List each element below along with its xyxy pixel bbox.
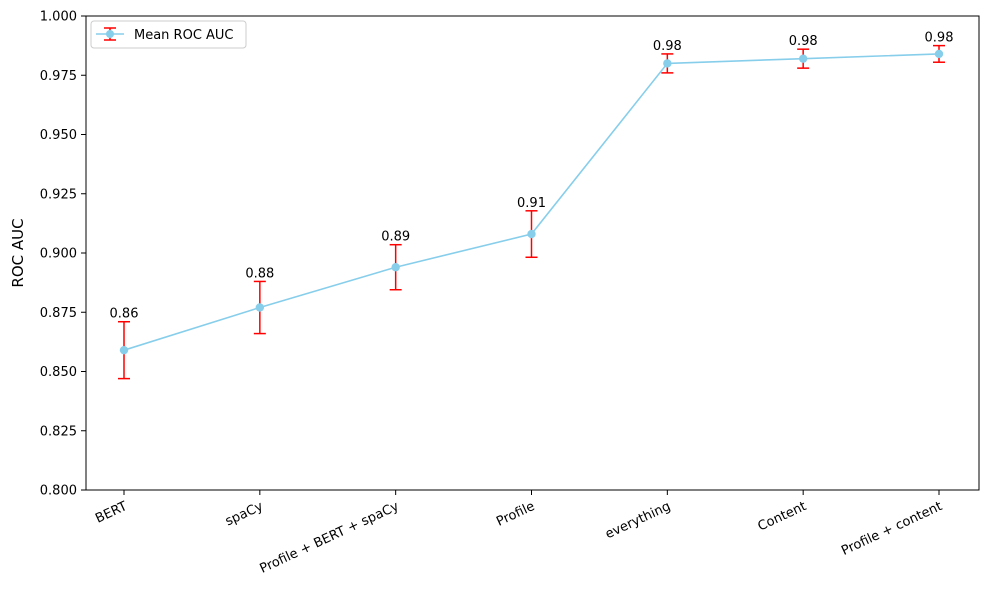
y-tick-label: 0.900 xyxy=(40,247,77,262)
legend-box xyxy=(90,20,247,49)
x-tick-label: Profile + content xyxy=(839,499,944,559)
y-tick-label: 0.950 xyxy=(40,128,77,143)
data-label: 0.89 xyxy=(381,230,410,245)
y-tick-label: 1.000 xyxy=(40,10,77,25)
y-tick-label: 0.875 xyxy=(40,306,77,321)
x-tick-label: Content xyxy=(756,499,809,534)
plot-area-frame xyxy=(85,15,980,491)
x-tick-label: Profile + BERT + spaCy xyxy=(258,499,402,577)
data-label: 0.98 xyxy=(925,31,954,46)
x-tick-label: spaCy xyxy=(223,499,266,530)
y-tick-label: 0.925 xyxy=(40,187,77,202)
data-point xyxy=(527,229,536,239)
legend-entry-label: Mean ROC AUC xyxy=(134,28,234,43)
y-tick-label: 0.800 xyxy=(40,484,77,499)
data-point xyxy=(663,59,672,68)
y-tick-label: 0.975 xyxy=(40,69,77,84)
data-point xyxy=(798,54,808,63)
plot-layer: 0.86 0.88 0.89 0.91 0.98 0.98 0.98 xyxy=(110,31,954,380)
y-axis-label: ROC AUC xyxy=(9,218,27,287)
data-point xyxy=(119,345,129,355)
legend-marker-sample xyxy=(106,30,114,38)
data-point xyxy=(255,303,265,312)
data-label: 0.86 xyxy=(110,307,139,322)
data-point xyxy=(391,263,400,272)
data-label: 0.98 xyxy=(789,34,818,49)
x-tick-label: BERT xyxy=(93,499,129,527)
y-tick-label: 0.850 xyxy=(40,365,77,380)
x-tick-label: Profile xyxy=(494,499,537,530)
y-axis: 0.800 0.825 0.850 0.875 0.900 0.925 0.950 0.975… xyxy=(40,10,86,499)
legend: Mean ROC AUC xyxy=(90,20,247,49)
y-tick-label: 0.825 xyxy=(40,424,77,439)
data-point xyxy=(934,49,944,59)
data-label: 0.98 xyxy=(653,39,682,54)
x-tick-label: everything xyxy=(603,499,673,542)
data-label: 0.88 xyxy=(245,266,274,281)
data-label: 0.91 xyxy=(517,196,546,211)
